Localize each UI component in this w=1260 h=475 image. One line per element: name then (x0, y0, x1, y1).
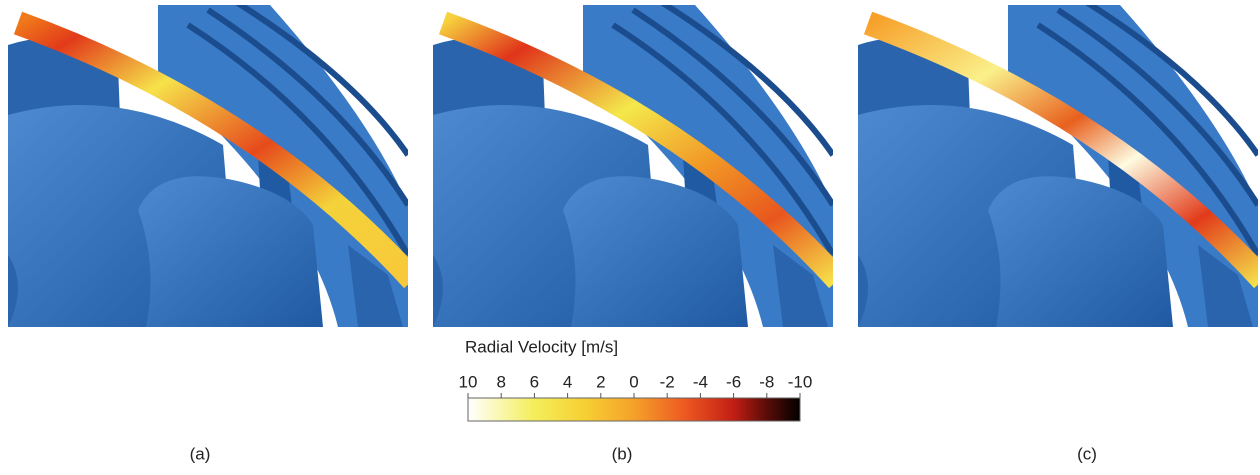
page: Radial Velocity [m/s] (a) (b) (c) 10 8 6 4 2 0 -2… (0, 0, 1260, 475)
panel-image (8, 0, 413, 327)
colorbar-tick-label: -6 (726, 372, 741, 391)
colorbar (468, 398, 800, 421)
colorbar-tick-label: 6 (530, 372, 539, 391)
colorbar-tick-label: 2 (596, 372, 605, 391)
panel-image (433, 0, 838, 327)
colorbar-tick-label: -10 (788, 372, 813, 391)
colorbar-tick-label: 10 (459, 372, 478, 391)
colorbar-tick-label: 8 (496, 372, 505, 391)
panel-label: (a) (190, 444, 211, 463)
colorbar-tick-label: -4 (693, 372, 708, 391)
figure: Radial Velocity [m/s] (a) (b) (c) 10 8 6 4 2 0 -2… (0, 0, 1260, 470)
panel-label: (b) (612, 444, 633, 463)
panel-image (858, 0, 1260, 327)
panel-label: (c) (1077, 444, 1097, 463)
colorbar-tick-label: 0 (629, 372, 638, 391)
colorbar-tick-label: -2 (660, 372, 675, 391)
colorbar-tick-label: 4 (563, 372, 572, 391)
colorbar-title: Radial Velocity [m/s] (465, 337, 618, 356)
colorbar-tick-label: -8 (759, 372, 774, 391)
